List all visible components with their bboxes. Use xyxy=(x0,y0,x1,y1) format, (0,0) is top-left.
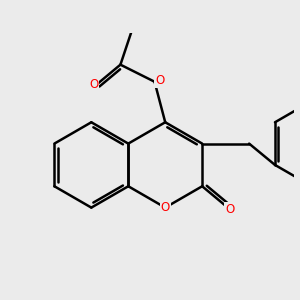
Text: O: O xyxy=(225,203,235,216)
Text: O: O xyxy=(155,74,164,87)
Text: O: O xyxy=(89,78,98,92)
Text: O: O xyxy=(160,201,170,214)
